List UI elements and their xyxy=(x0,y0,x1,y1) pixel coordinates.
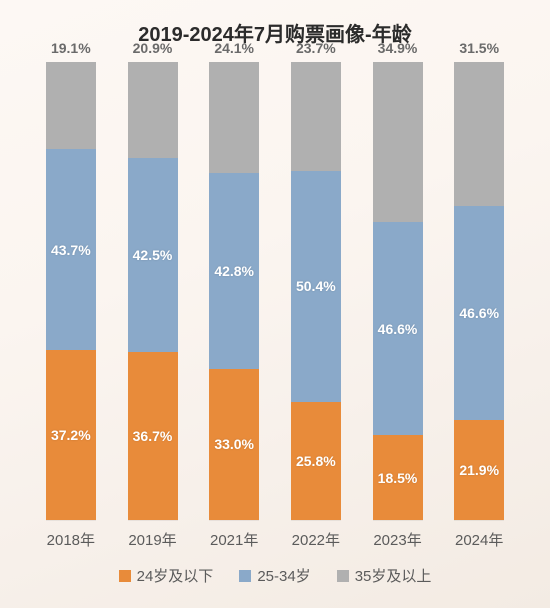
bar-segment-25-34岁: 42.8% xyxy=(209,173,259,369)
bar-segment-25-34岁: 50.4% xyxy=(291,171,341,402)
bar-segment-label: 33.0% xyxy=(214,436,254,452)
bar-segment-label: 19.1% xyxy=(51,40,91,56)
bar-segment-label: 18.5% xyxy=(378,470,418,486)
bar-segment-label: 36.7% xyxy=(133,428,173,444)
bar-segment-label: 34.9% xyxy=(378,40,418,56)
legend-item: 25-34岁 xyxy=(239,565,310,586)
x-axis-tick: 2018年 xyxy=(30,529,112,550)
x-axis-tick: 2022年 xyxy=(275,529,357,550)
bar-segment-24岁及以下: 36.7% xyxy=(128,352,178,520)
chart-legend: 24岁及以下 25-34岁 35岁及以上 xyxy=(0,565,550,586)
x-axis-tick: 2021年 xyxy=(193,529,275,550)
bar-stack: 20.9% 42.5% 36.7% xyxy=(128,62,178,520)
bar-segment-35岁及以上: 34.9% xyxy=(373,62,423,222)
bar-segment-label: 24.1% xyxy=(214,40,254,56)
legend-label: 24岁及以下 xyxy=(137,565,214,586)
legend-label: 25-34岁 xyxy=(257,565,310,586)
legend-swatch xyxy=(119,570,131,582)
bar-column: 20.9% 42.5% 36.7% xyxy=(112,62,194,520)
bar-segment-24岁及以下: 33.0% xyxy=(209,369,259,520)
legend-swatch xyxy=(239,570,251,582)
bar-segment-35岁及以上: 20.9% xyxy=(128,62,178,158)
bar-stack: 23.7% 50.4% 25.8% xyxy=(291,62,341,520)
bar-column: 31.5% 46.6% 21.9% xyxy=(438,62,520,520)
bar-segment-label: 31.5% xyxy=(459,40,499,56)
chart-x-axis: 2018年2019年2021年2022年2023年2024年 xyxy=(30,529,520,550)
bar-column: 24.1% 42.8% 33.0% xyxy=(193,62,275,520)
bar-segment-label: 42.8% xyxy=(214,263,254,279)
bar-segment-35岁及以上: 19.1% xyxy=(46,62,96,149)
bar-segment-25-34岁: 46.6% xyxy=(373,222,423,435)
bar-stack: 19.1% 43.7% 37.2% xyxy=(46,62,96,520)
bar-segment-25-34岁: 42.5% xyxy=(128,158,178,352)
chart-plot-area: 19.1% 43.7% 37.2% 20.9% 42.5% 36.7% 24.1% 42.8%… xyxy=(30,62,520,520)
legend-item: 24岁及以下 xyxy=(119,565,214,586)
bar-segment-label: 46.6% xyxy=(378,321,418,337)
bar-segment-24岁及以下: 18.5% xyxy=(373,435,423,520)
bar-segment-35岁及以上: 23.7% xyxy=(291,62,341,171)
bar-segment-label: 23.7% xyxy=(296,40,336,56)
bar-segment-label: 25.8% xyxy=(296,453,336,469)
bar-column: 34.9% 46.6% 18.5% xyxy=(357,62,439,520)
bar-segment-24岁及以下: 21.9% xyxy=(454,420,504,520)
bar-segment-25-34岁: 46.6% xyxy=(454,206,504,419)
bar-segment-25-34岁: 43.7% xyxy=(46,149,96,349)
x-axis-tick: 2023年 xyxy=(357,529,439,550)
x-axis-tick: 2024年 xyxy=(438,529,520,550)
bar-column: 23.7% 50.4% 25.8% xyxy=(275,62,357,520)
bar-segment-35岁及以上: 24.1% xyxy=(209,62,259,172)
bar-segment-label: 37.2% xyxy=(51,427,91,443)
bar-column: 19.1% 43.7% 37.2% xyxy=(30,62,112,520)
bar-segment-35岁及以上: 31.5% xyxy=(454,62,504,206)
bar-segment-label: 43.7% xyxy=(51,242,91,258)
bar-stack: 24.1% 42.8% 33.0% xyxy=(209,62,259,520)
bar-segment-24岁及以下: 25.8% xyxy=(291,402,341,520)
legend-label: 35岁及以上 xyxy=(355,565,432,586)
bar-segment-label: 21.9% xyxy=(459,462,499,478)
x-axis-tick: 2019年 xyxy=(112,529,194,550)
bar-stack: 34.9% 46.6% 18.5% xyxy=(373,62,423,520)
legend-swatch xyxy=(337,570,349,582)
bar-segment-label: 42.5% xyxy=(133,247,173,263)
bar-segment-label: 46.6% xyxy=(459,305,499,321)
bar-segment-label: 20.9% xyxy=(133,40,173,56)
bar-segment-24岁及以下: 37.2% xyxy=(46,350,96,520)
bar-segment-label: 50.4% xyxy=(296,278,336,294)
bar-stack: 31.5% 46.6% 21.9% xyxy=(454,62,504,520)
legend-item: 35岁及以上 xyxy=(337,565,432,586)
